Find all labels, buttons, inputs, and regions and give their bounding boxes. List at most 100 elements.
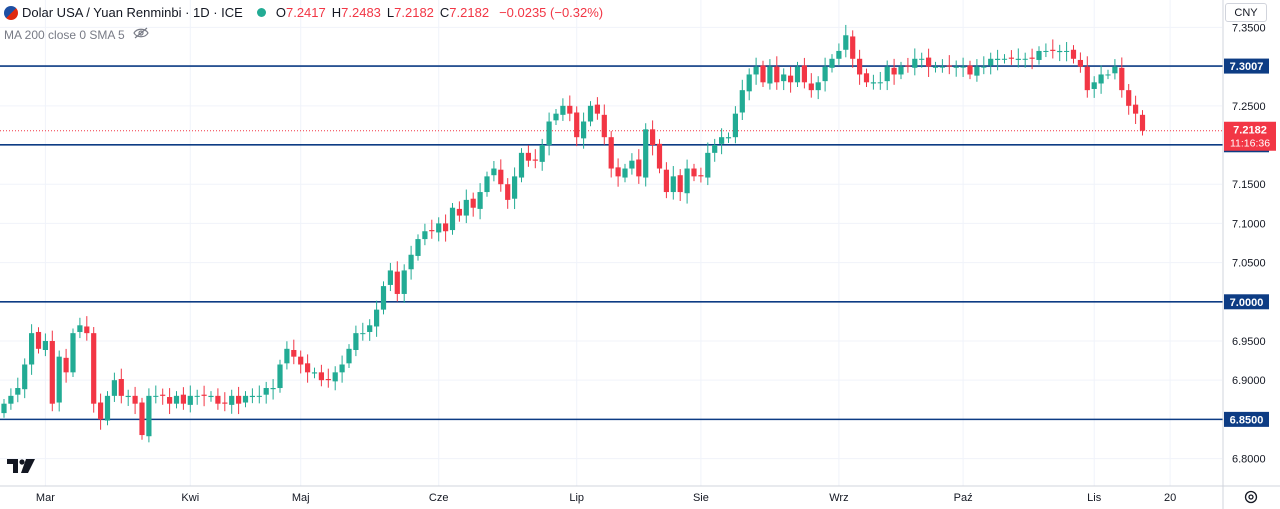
candle-body (1077, 59, 1083, 67)
candle-body (636, 159, 642, 177)
close-value: 7.2182 (449, 5, 490, 20)
candle-body (932, 66, 939, 68)
x-tick-label: Cze (429, 492, 449, 504)
candle-body (1050, 49, 1056, 51)
candle-body (801, 65, 807, 83)
candle-body (684, 168, 690, 194)
symbol-legend: Dolar USA / Yuan Renminbi · 1D · ICE O 7.… (4, 5, 603, 20)
candle-body (353, 333, 359, 350)
candle-body (981, 66, 987, 68)
candle-body (215, 395, 221, 404)
candle-body (725, 137, 732, 139)
x-tick-label: Kwi (181, 492, 199, 504)
candle-body (1084, 66, 1090, 91)
indicator-legend[interactable]: MA 200 close 0 SMA 5 (4, 27, 149, 42)
candle-body (946, 65, 952, 67)
candle-body (449, 207, 456, 231)
candle-body (926, 57, 932, 67)
candle-body (822, 66, 828, 82)
settings-gear-icon[interactable] (1244, 490, 1258, 509)
market-status-icon (256, 8, 266, 17)
candle-body (739, 90, 745, 113)
y-tick-label: 6.9500 (1232, 336, 1266, 348)
candle-body (939, 66, 945, 68)
candle-body (1022, 58, 1028, 60)
candles (1, 24, 1146, 443)
hide-eye-icon[interactable] (133, 27, 149, 42)
candle-body (719, 137, 725, 144)
candle-body (360, 333, 366, 335)
candle-body (477, 192, 483, 209)
indicator-label: MA 200 close 0 SMA 5 (4, 27, 125, 42)
candle-body (1057, 50, 1063, 53)
candle-body (546, 121, 552, 146)
candle-body (380, 286, 387, 310)
candle-body (601, 114, 607, 138)
candle-body (208, 395, 214, 398)
candle-body (967, 65, 973, 75)
candle-body (160, 394, 166, 396)
candle-body (187, 395, 193, 405)
candle-body (884, 66, 890, 82)
x-tick-label: Sie (693, 492, 709, 504)
candle-body (298, 356, 304, 365)
candle-body (836, 50, 842, 59)
candle-body (732, 113, 738, 138)
candle-body (691, 168, 697, 177)
candle-body (1, 403, 7, 414)
candle-body (1001, 58, 1008, 60)
candle-body (346, 348, 352, 364)
candle-body (77, 325, 83, 332)
level-price-label: 7.0000 (1230, 297, 1264, 309)
candle-body (587, 105, 594, 122)
candle-body (912, 58, 918, 68)
open-label: O (275, 5, 286, 20)
candle-body (567, 105, 573, 114)
candle-body (953, 66, 959, 68)
open-value: 7.2417 (285, 5, 326, 20)
candle-body (194, 395, 200, 397)
candle-body (643, 129, 649, 178)
candle-body (180, 394, 186, 404)
candle-body (1139, 114, 1146, 131)
candle-body (767, 66, 773, 84)
candle-body (1008, 57, 1014, 59)
candle-body (960, 66, 966, 68)
candle-body (91, 333, 97, 404)
candle-body (919, 58, 925, 60)
level-price-label: 7.3007 (1230, 61, 1264, 73)
candle-body (1126, 90, 1132, 106)
candle-body (560, 105, 566, 115)
x-tick-label: Paź (954, 492, 973, 504)
usd-cny-flag-icon (4, 5, 18, 20)
level-price-tag (1224, 411, 1269, 427)
candle-body (774, 66, 780, 83)
candle-body (242, 395, 249, 403)
candle-body (891, 67, 897, 75)
candle-body (463, 199, 469, 216)
last-price-label: 7.2182 (1233, 125, 1267, 137)
candle-body (581, 121, 587, 139)
candle-body (539, 145, 545, 162)
candle-body (374, 309, 380, 327)
y-tick-label: 7.3500 (1232, 22, 1266, 34)
low-value: 7.2182 (394, 5, 434, 20)
candle-body (118, 379, 124, 396)
candle-body (1070, 49, 1077, 59)
candle-body (332, 372, 338, 382)
candle-body (905, 65, 911, 67)
level-price-tag (1224, 294, 1269, 310)
candle-body (284, 348, 290, 364)
candle-body (146, 395, 152, 437)
tradingview-logo-icon[interactable] (7, 459, 35, 478)
candle-body (1064, 50, 1070, 52)
symbol-title[interactable]: Dolar USA / Yuan Renminbi · 1D · ICE (22, 5, 243, 20)
candle-body (484, 176, 490, 193)
candle-body (236, 395, 242, 404)
candle-body (843, 35, 849, 50)
candle-body (525, 152, 531, 161)
currency-selector[interactable]: CNY (1225, 3, 1267, 22)
grid (0, 0, 1222, 486)
candle-body (318, 372, 324, 381)
